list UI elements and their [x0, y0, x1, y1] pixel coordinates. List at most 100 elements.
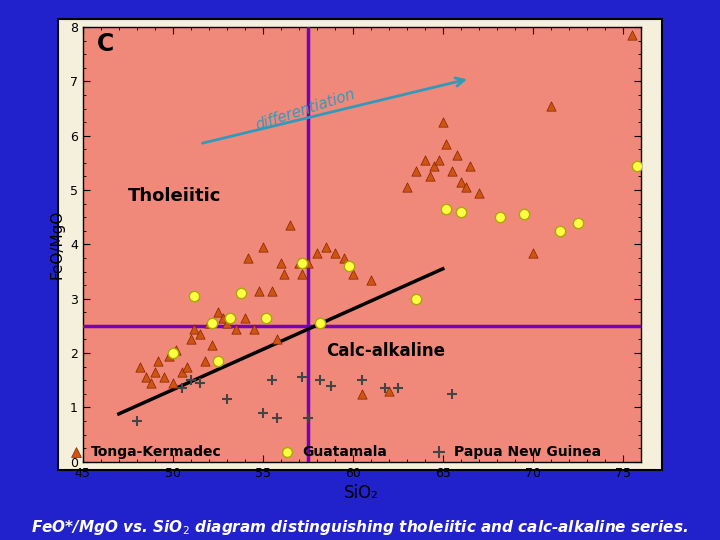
Point — [455, 207, 467, 216]
Point — [297, 373, 308, 382]
Point — [194, 330, 206, 339]
Point — [145, 379, 157, 387]
Point — [257, 243, 269, 252]
Point — [221, 395, 233, 403]
Point — [338, 254, 350, 262]
Point — [347, 270, 359, 279]
Point — [158, 373, 169, 382]
Point — [365, 275, 377, 284]
Point — [433, 447, 444, 456]
Point — [302, 259, 313, 268]
Point — [410, 294, 422, 303]
Point — [181, 362, 193, 371]
Point — [167, 379, 179, 387]
Point — [185, 376, 197, 384]
Text: Papua New Guinea: Papua New Guinea — [454, 444, 601, 458]
Point — [167, 349, 179, 357]
Point — [495, 213, 506, 221]
Point — [311, 248, 323, 257]
Point — [441, 139, 452, 148]
Point — [379, 384, 391, 393]
Point — [239, 313, 251, 322]
Point — [527, 248, 539, 257]
Point — [279, 270, 290, 279]
Point — [189, 292, 200, 300]
Y-axis label: FeO/MgO: FeO/MgO — [50, 210, 64, 279]
Text: Tholeiitic: Tholeiitic — [127, 187, 221, 205]
Point — [293, 259, 305, 268]
Point — [135, 362, 146, 371]
Point — [185, 335, 197, 344]
Point — [221, 319, 233, 327]
Point — [261, 313, 272, 322]
Point — [455, 178, 467, 186]
Point — [207, 341, 218, 349]
Point — [518, 210, 529, 219]
Text: differentiation: differentiation — [253, 86, 357, 133]
Point — [410, 167, 422, 176]
Point — [297, 270, 308, 279]
Point — [153, 357, 164, 366]
Point — [460, 183, 472, 192]
Point — [315, 376, 326, 384]
Point — [257, 408, 269, 417]
Point — [320, 243, 331, 252]
Text: FeO*/MgO vs. SiO$_2$ diagram distinguishing tholeiitic and calc-alkaline series.: FeO*/MgO vs. SiO$_2$ diagram distinguish… — [32, 518, 688, 537]
Point — [189, 324, 200, 333]
Point — [329, 248, 341, 257]
Point — [171, 346, 182, 355]
Point — [356, 376, 367, 384]
Point — [315, 319, 326, 327]
Point — [284, 221, 295, 230]
Text: Tonga-Kermadec: Tonga-Kermadec — [91, 444, 222, 458]
Point — [419, 156, 431, 165]
Text: Guatamala: Guatamala — [302, 444, 387, 458]
Point — [282, 447, 293, 456]
Point — [433, 156, 445, 165]
Point — [248, 324, 259, 333]
Point — [302, 414, 313, 422]
Point — [207, 319, 218, 327]
Point — [325, 381, 337, 390]
Point — [212, 357, 223, 366]
Point — [266, 376, 277, 384]
Point — [271, 414, 283, 422]
Point — [473, 188, 485, 197]
X-axis label: SiO₂: SiO₂ — [344, 484, 379, 502]
Point — [275, 259, 287, 268]
Point — [243, 254, 254, 262]
Point — [441, 205, 452, 213]
Point — [631, 161, 643, 170]
Point — [451, 150, 463, 159]
Point — [194, 379, 206, 387]
Point — [437, 118, 449, 126]
Point — [428, 161, 439, 170]
Point — [464, 161, 475, 170]
Point — [199, 357, 211, 366]
Point — [176, 368, 187, 376]
Point — [225, 313, 236, 322]
Point — [230, 324, 241, 333]
Point — [149, 368, 161, 376]
Point — [392, 384, 403, 393]
Text: Calc-alkaline: Calc-alkaline — [325, 342, 445, 360]
Point — [554, 226, 566, 235]
Point — [140, 373, 151, 382]
Point — [297, 259, 308, 268]
Point — [343, 262, 355, 271]
Point — [424, 172, 436, 181]
Point — [401, 183, 413, 192]
Point — [446, 389, 458, 398]
Point — [176, 384, 187, 393]
Point — [572, 218, 583, 227]
Point — [253, 286, 265, 295]
Point — [131, 417, 143, 426]
Point — [70, 447, 81, 456]
Point — [446, 167, 458, 176]
Point — [203, 319, 215, 327]
Point — [545, 102, 557, 110]
Point — [163, 352, 175, 360]
Text: C: C — [97, 32, 114, 57]
Point — [212, 308, 223, 316]
Point — [217, 313, 229, 322]
